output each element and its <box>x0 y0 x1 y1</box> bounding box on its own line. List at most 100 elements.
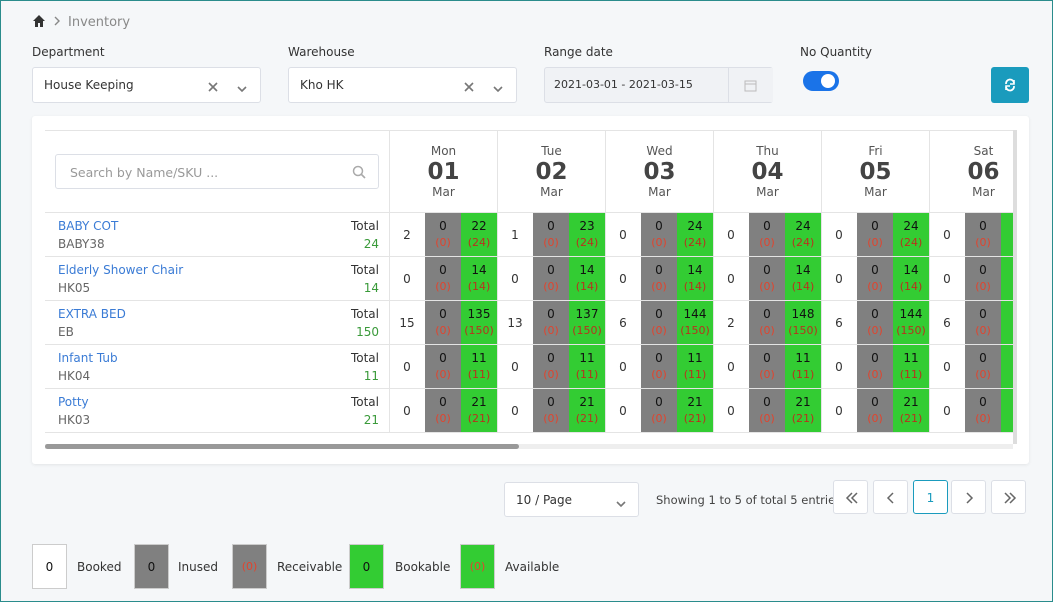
bookable-cell <box>1001 257 1013 300</box>
day-header: Fri 05 Mar <box>821 131 929 213</box>
booked-value: 0 <box>943 228 951 242</box>
day-number: 01 <box>427 159 460 185</box>
available-value: (11) <box>683 368 707 381</box>
bookable-value: 144 <box>683 307 707 321</box>
legend-sample: (0) <box>241 560 258 573</box>
bookable-cell: 21 (21) <box>677 389 713 432</box>
bookable-cell: 14 (14) <box>677 257 713 300</box>
item-name[interactable]: Infant Tub <box>58 351 118 365</box>
receivable-value: (0) <box>975 324 991 337</box>
cell-border <box>497 257 498 301</box>
dropdown-icon[interactable] <box>492 82 504 96</box>
booked-cell: 6 <box>821 301 857 344</box>
inused-value: 0 <box>547 219 555 233</box>
row-divider <box>45 344 1013 345</box>
booked-value: 0 <box>727 404 735 418</box>
booked-value: 0 <box>835 404 843 418</box>
day-number: 02 <box>535 159 568 185</box>
legend-label: Inused <box>178 560 219 574</box>
inused-cell: 0 (0) <box>965 301 1001 344</box>
search-input[interactable]: Search by Name/SKU ... <box>55 154 379 189</box>
cell-border <box>821 301 822 345</box>
inused-value: 0 <box>547 395 555 409</box>
next-page-button[interactable] <box>951 480 986 514</box>
booked-cell: 0 <box>821 213 857 256</box>
available-value: (21) <box>791 412 815 425</box>
available-value: (14) <box>791 280 815 293</box>
bookable-value: 23 <box>579 219 595 233</box>
inused-value: 0 <box>979 307 987 321</box>
bookable-value: 21 <box>471 395 487 409</box>
booked-cell: 6 <box>929 301 965 344</box>
bookable-cell: 23 (24) <box>569 213 605 256</box>
available-value: (150) <box>680 324 710 337</box>
bookable-value: 148 <box>791 307 815 321</box>
date-range-input[interactable]: 2021-03-01 - 2021-03-15 <box>544 67 773 103</box>
available-value: (150) <box>788 324 818 337</box>
item-name[interactable]: EXTRA BED <box>58 307 126 321</box>
available-value: (24) <box>575 236 599 249</box>
row-divider <box>45 256 1013 257</box>
total-label: Total <box>350 307 379 321</box>
item-name[interactable]: Potty <box>58 395 89 409</box>
cell-border <box>497 213 498 257</box>
select-input[interactable]: House Keeping <box>32 67 261 103</box>
clear-icon[interactable] <box>464 81 474 95</box>
legend-swatch: (0) <box>232 544 267 589</box>
inused-value: 0 <box>547 263 555 277</box>
last-page-button[interactable] <box>991 480 1026 514</box>
first-page-button[interactable] <box>833 480 868 514</box>
cell-border <box>713 345 714 389</box>
total-label: Total <box>350 395 379 409</box>
booked-cell: 1 <box>497 213 533 256</box>
bookable-cell: 14 (14) <box>893 257 929 300</box>
inused-value: 0 <box>979 351 987 365</box>
bookable-value: 24 <box>903 219 919 233</box>
bookable-cell: 11 (11) <box>785 345 821 388</box>
home-icon[interactable] <box>32 14 46 28</box>
refresh-icon <box>1003 78 1017 95</box>
bookable-value: 14 <box>903 263 919 277</box>
input-value: House Keeping <box>44 78 134 92</box>
bookable-cell: 135 (150) <box>461 301 497 344</box>
refresh-button[interactable] <box>991 67 1029 103</box>
item-name[interactable]: BABY COT <box>58 219 119 233</box>
bookable-value: 14 <box>795 263 811 277</box>
booked-cell: 0 <box>929 345 965 388</box>
filter-label: Warehouse <box>288 45 355 59</box>
cell-border <box>821 257 822 301</box>
available-value: (24) <box>467 236 491 249</box>
no-quantity-toggle[interactable] <box>803 71 839 91</box>
legend-sample: 0 <box>362 560 371 574</box>
calendar-icon[interactable] <box>744 79 757 95</box>
booked-value: 6 <box>619 316 627 330</box>
booked-cell: 0 <box>929 257 965 300</box>
available-value: (14) <box>575 280 599 293</box>
inused-value: 0 <box>763 263 771 277</box>
page-size-value: 10 / Page <box>516 493 572 507</box>
bookable-cell: 21 (21) <box>569 389 605 432</box>
bookable-value: 11 <box>795 351 811 365</box>
inused-value: 0 <box>871 351 879 365</box>
dropdown-icon <box>615 497 627 511</box>
total-value: 24 <box>363 237 379 251</box>
available-value: (14) <box>467 280 491 293</box>
inventory-table: Search by Name/SKU ... Mon 01 Mar Tue 02 Mar We… <box>45 130 1013 433</box>
inused-cell: 0 (0) <box>425 389 461 432</box>
bookable-cell <box>1001 345 1013 388</box>
bookable-value: 21 <box>687 395 703 409</box>
day-of-week: Mon <box>430 144 457 158</box>
item-name[interactable]: Elderly Shower Chair <box>58 263 184 277</box>
prev-page-button[interactable] <box>873 480 908 514</box>
inused-cell: 0 (0) <box>857 301 893 344</box>
clear-icon[interactable] <box>208 81 218 95</box>
booked-cell: 0 <box>713 389 749 432</box>
dropdown-icon[interactable] <box>236 82 248 96</box>
current-page-button[interactable]: 1 <box>913 480 948 514</box>
h-scrollbar-thumb[interactable] <box>45 444 519 449</box>
row-divider <box>45 432 1013 433</box>
booked-cell: 15 <box>389 301 425 344</box>
page-size-select[interactable]: 10 / Page <box>504 482 639 517</box>
month: Mar <box>756 185 779 199</box>
select-input[interactable]: Kho HK <box>288 67 517 103</box>
